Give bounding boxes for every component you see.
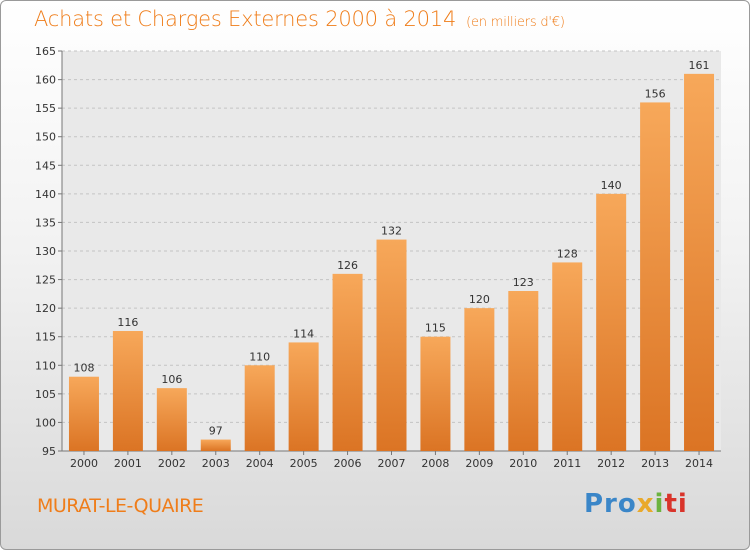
value-label-2010: 123 — [513, 276, 534, 289]
y-tick-label: 100 — [35, 416, 56, 429]
value-label-2009: 120 — [469, 293, 490, 306]
y-tick-label: 150 — [35, 131, 56, 144]
bar-2008 — [420, 336, 451, 451]
y-tick-label: 120 — [35, 302, 56, 315]
bar-2005 — [288, 342, 319, 451]
title-unit: (en milliers d'€) — [466, 15, 565, 30]
x-tick-label-2004: 2004 — [246, 457, 274, 470]
value-label-2008: 115 — [425, 322, 446, 335]
chart-title: Achats et Charges Externes 2000 à 2014 (e… — [34, 7, 565, 31]
proxiti-logo: Proxiti — [584, 489, 688, 519]
x-tick-label-2008: 2008 — [421, 457, 449, 470]
value-label-2003: 97 — [209, 425, 223, 438]
value-label-2004: 110 — [249, 350, 270, 363]
value-label-2001: 116 — [117, 316, 138, 329]
y-tick-label: 115 — [35, 331, 56, 344]
y-tick-label: 125 — [35, 274, 56, 287]
value-label-2002: 106 — [161, 373, 182, 386]
y-tick-label: 105 — [35, 388, 56, 401]
bar-2003 — [200, 439, 231, 451]
y-tick-label: 155 — [35, 102, 56, 115]
y-tick-label: 130 — [35, 245, 56, 258]
value-label-2007: 132 — [381, 225, 402, 238]
y-tick-label: 135 — [35, 216, 56, 229]
x-tick-label-2009: 2009 — [465, 457, 493, 470]
y-tick-label: 160 — [35, 74, 56, 87]
x-tick-label-2007: 2007 — [378, 457, 406, 470]
value-label-2005: 114 — [293, 327, 314, 340]
x-tick-label-2001: 2001 — [114, 457, 142, 470]
bar-2006 — [332, 273, 363, 451]
x-tick-label-2013: 2013 — [641, 457, 669, 470]
y-tick-label: 145 — [35, 159, 56, 172]
bar-2002 — [156, 388, 187, 451]
bar-2007 — [376, 239, 407, 451]
x-tick-label-2012: 2012 — [597, 457, 625, 470]
y-tick-label: 110 — [35, 359, 56, 372]
bar-2014 — [684, 73, 715, 451]
value-label-2014: 161 — [689, 59, 710, 72]
title-text: Achats et Charges Externes 2000 à 2014 — [34, 7, 457, 31]
x-tick-label-2000: 2000 — [70, 457, 98, 470]
value-label-2013: 156 — [645, 87, 666, 100]
value-label-2011: 128 — [557, 247, 578, 260]
place-name: MURAT-LE-QUAIRE — [37, 495, 204, 517]
value-label-2000: 108 — [73, 362, 94, 375]
bar-2010 — [508, 291, 539, 451]
x-tick-label-2006: 2006 — [334, 457, 362, 470]
y-tick-label: 140 — [35, 188, 56, 201]
x-tick-label-2003: 2003 — [202, 457, 230, 470]
x-tick-label-2002: 2002 — [158, 457, 186, 470]
bar-2000 — [68, 376, 99, 451]
bar-2013 — [640, 102, 671, 451]
bar-2004 — [244, 365, 275, 451]
bar-2011 — [552, 262, 583, 451]
x-tick-label-2014: 2014 — [685, 457, 713, 470]
x-tick-label-2010: 2010 — [509, 457, 537, 470]
x-tick-label-2005: 2005 — [290, 457, 318, 470]
value-label-2012: 140 — [601, 179, 622, 192]
bar-2009 — [464, 308, 495, 451]
x-tick-label-2011: 2011 — [553, 457, 581, 470]
y-tick-label: 165 — [35, 45, 56, 58]
y-tick-label: 95 — [42, 445, 56, 458]
value-label-2006: 126 — [337, 259, 358, 272]
bar-2001 — [112, 331, 143, 451]
bar-2012 — [596, 193, 627, 451]
